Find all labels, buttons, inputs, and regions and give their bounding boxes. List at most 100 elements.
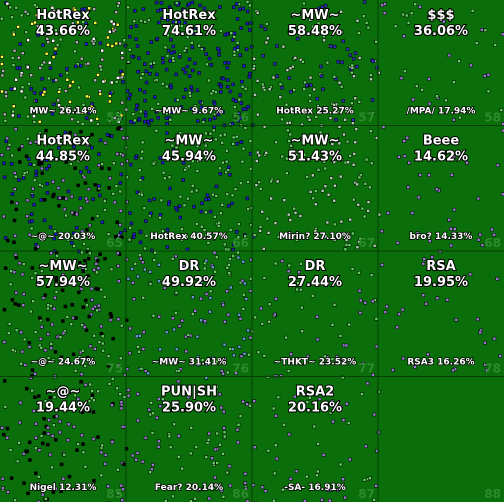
unit [147, 198, 152, 203]
unit [435, 94, 439, 98]
unit [262, 354, 267, 358]
unit [13, 86, 17, 91]
unit [106, 43, 110, 47]
unit [371, 59, 376, 64]
unit [48, 225, 53, 230]
unit [34, 471, 38, 476]
unit [225, 65, 230, 70]
unit [185, 234, 189, 239]
unit [204, 233, 209, 238]
unit [168, 118, 173, 122]
unit [157, 279, 161, 283]
unit [140, 140, 145, 145]
unit [29, 87, 33, 91]
unit [447, 218, 452, 222]
unit [235, 41, 240, 45]
unit [9, 269, 13, 273]
unit [27, 341, 32, 345]
unit [452, 155, 456, 160]
unit [218, 108, 222, 112]
unit [51, 259, 56, 264]
unit [137, 116, 142, 121]
unit [194, 445, 199, 449]
unit [357, 271, 361, 275]
unit [65, 71, 69, 75]
unit [293, 394, 297, 399]
unit [348, 53, 352, 58]
runner-up: Fear? 20.14% [155, 483, 223, 493]
unit [43, 348, 48, 353]
unit [80, 122, 85, 126]
runner-up: HotRex 40.57% [150, 232, 227, 242]
unit [98, 138, 103, 143]
unit [114, 41, 118, 46]
unit [60, 29, 64, 34]
unit [68, 100, 72, 104]
unit [358, 236, 363, 241]
unit [218, 5, 222, 9]
unit [238, 93, 242, 97]
unit [242, 336, 246, 341]
unit [200, 47, 204, 51]
unit [151, 161, 156, 166]
unit [63, 105, 67, 110]
unit [27, 345, 32, 349]
unit [64, 196, 69, 201]
unit [199, 209, 204, 214]
unit [0, 73, 5, 78]
unit [99, 473, 104, 478]
unit [91, 37, 96, 41]
unit [96, 287, 100, 292]
unit [134, 24, 139, 28]
unit [226, 312, 231, 317]
unit [79, 64, 83, 68]
unit [163, 176, 167, 181]
unit [249, 257, 253, 262]
unit [14, 255, 19, 260]
unit [50, 25, 54, 29]
unit [62, 452, 67, 457]
unit [274, 414, 278, 418]
unit [15, 201, 19, 206]
unit [46, 332, 50, 336]
runner-up: Nigel 12.31% [30, 483, 97, 493]
unit [168, 186, 172, 191]
unit [81, 269, 85, 273]
unit [59, 489, 63, 493]
unit [323, 354, 327, 359]
unit [323, 184, 328, 188]
unit [278, 95, 283, 99]
unit [111, 192, 116, 196]
unit [41, 441, 45, 446]
unit [21, 303, 26, 308]
unit [241, 259, 246, 264]
unit [254, 183, 259, 187]
unit [70, 194, 74, 199]
unit [237, 97, 242, 102]
unit [71, 21, 75, 26]
unit [17, 303, 21, 307]
unit [351, 118, 355, 122]
unit [92, 478, 96, 483]
unit [20, 51, 25, 55]
unit [282, 198, 287, 202]
unit [214, 184, 219, 189]
unit [47, 418, 51, 422]
unit [225, 289, 229, 293]
unit [86, 355, 90, 360]
unit [157, 314, 162, 319]
unit [299, 25, 304, 29]
unit [174, 347, 179, 352]
unit [79, 170, 83, 174]
unit [231, 142, 235, 146]
unit [13, 498, 17, 502]
unit [225, 265, 230, 270]
unit [18, 160, 22, 164]
unit [240, 278, 245, 283]
unit [10, 200, 14, 204]
unit [169, 37, 173, 42]
unit [91, 41, 96, 46]
unit [154, 0, 159, 5]
unit [81, 450, 86, 455]
